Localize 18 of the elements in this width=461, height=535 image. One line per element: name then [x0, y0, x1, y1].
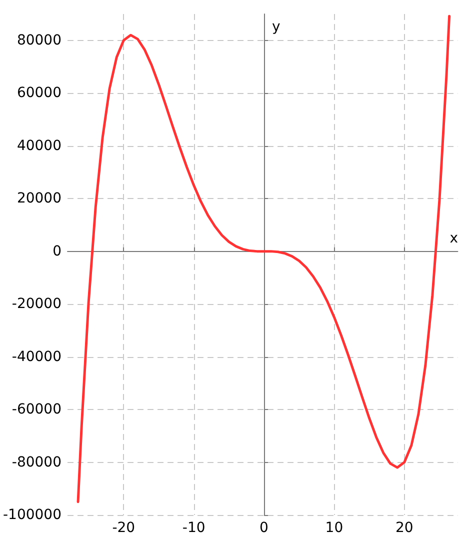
x-tick-label: -10 — [182, 520, 206, 535]
line-series — [76, 14, 451, 504]
x-axis-title: x — [450, 230, 458, 246]
y-tick-label: -60000 — [12, 402, 62, 418]
y-tick-label: -20000 — [12, 296, 62, 312]
x-tick-label: -20 — [112, 520, 136, 535]
y-tick-label: -100000 — [2, 507, 62, 523]
y-tick-label: 60000 — [16, 85, 62, 102]
y-axis-title: y — [272, 19, 280, 35]
x-tick-label: 10 — [325, 520, 344, 535]
y-tick-label: 20000 — [16, 190, 62, 207]
y-tick-label: 40000 — [16, 138, 62, 154]
y-tick-label: 80000 — [16, 32, 62, 48]
y-tick-label: -80000 — [12, 454, 62, 470]
x-tick-label: 0 — [260, 520, 268, 535]
x-tick-label: 20 — [395, 520, 414, 535]
y-tick-label: 0 — [52, 243, 62, 260]
y-tick-label: -40000 — [12, 348, 62, 365]
